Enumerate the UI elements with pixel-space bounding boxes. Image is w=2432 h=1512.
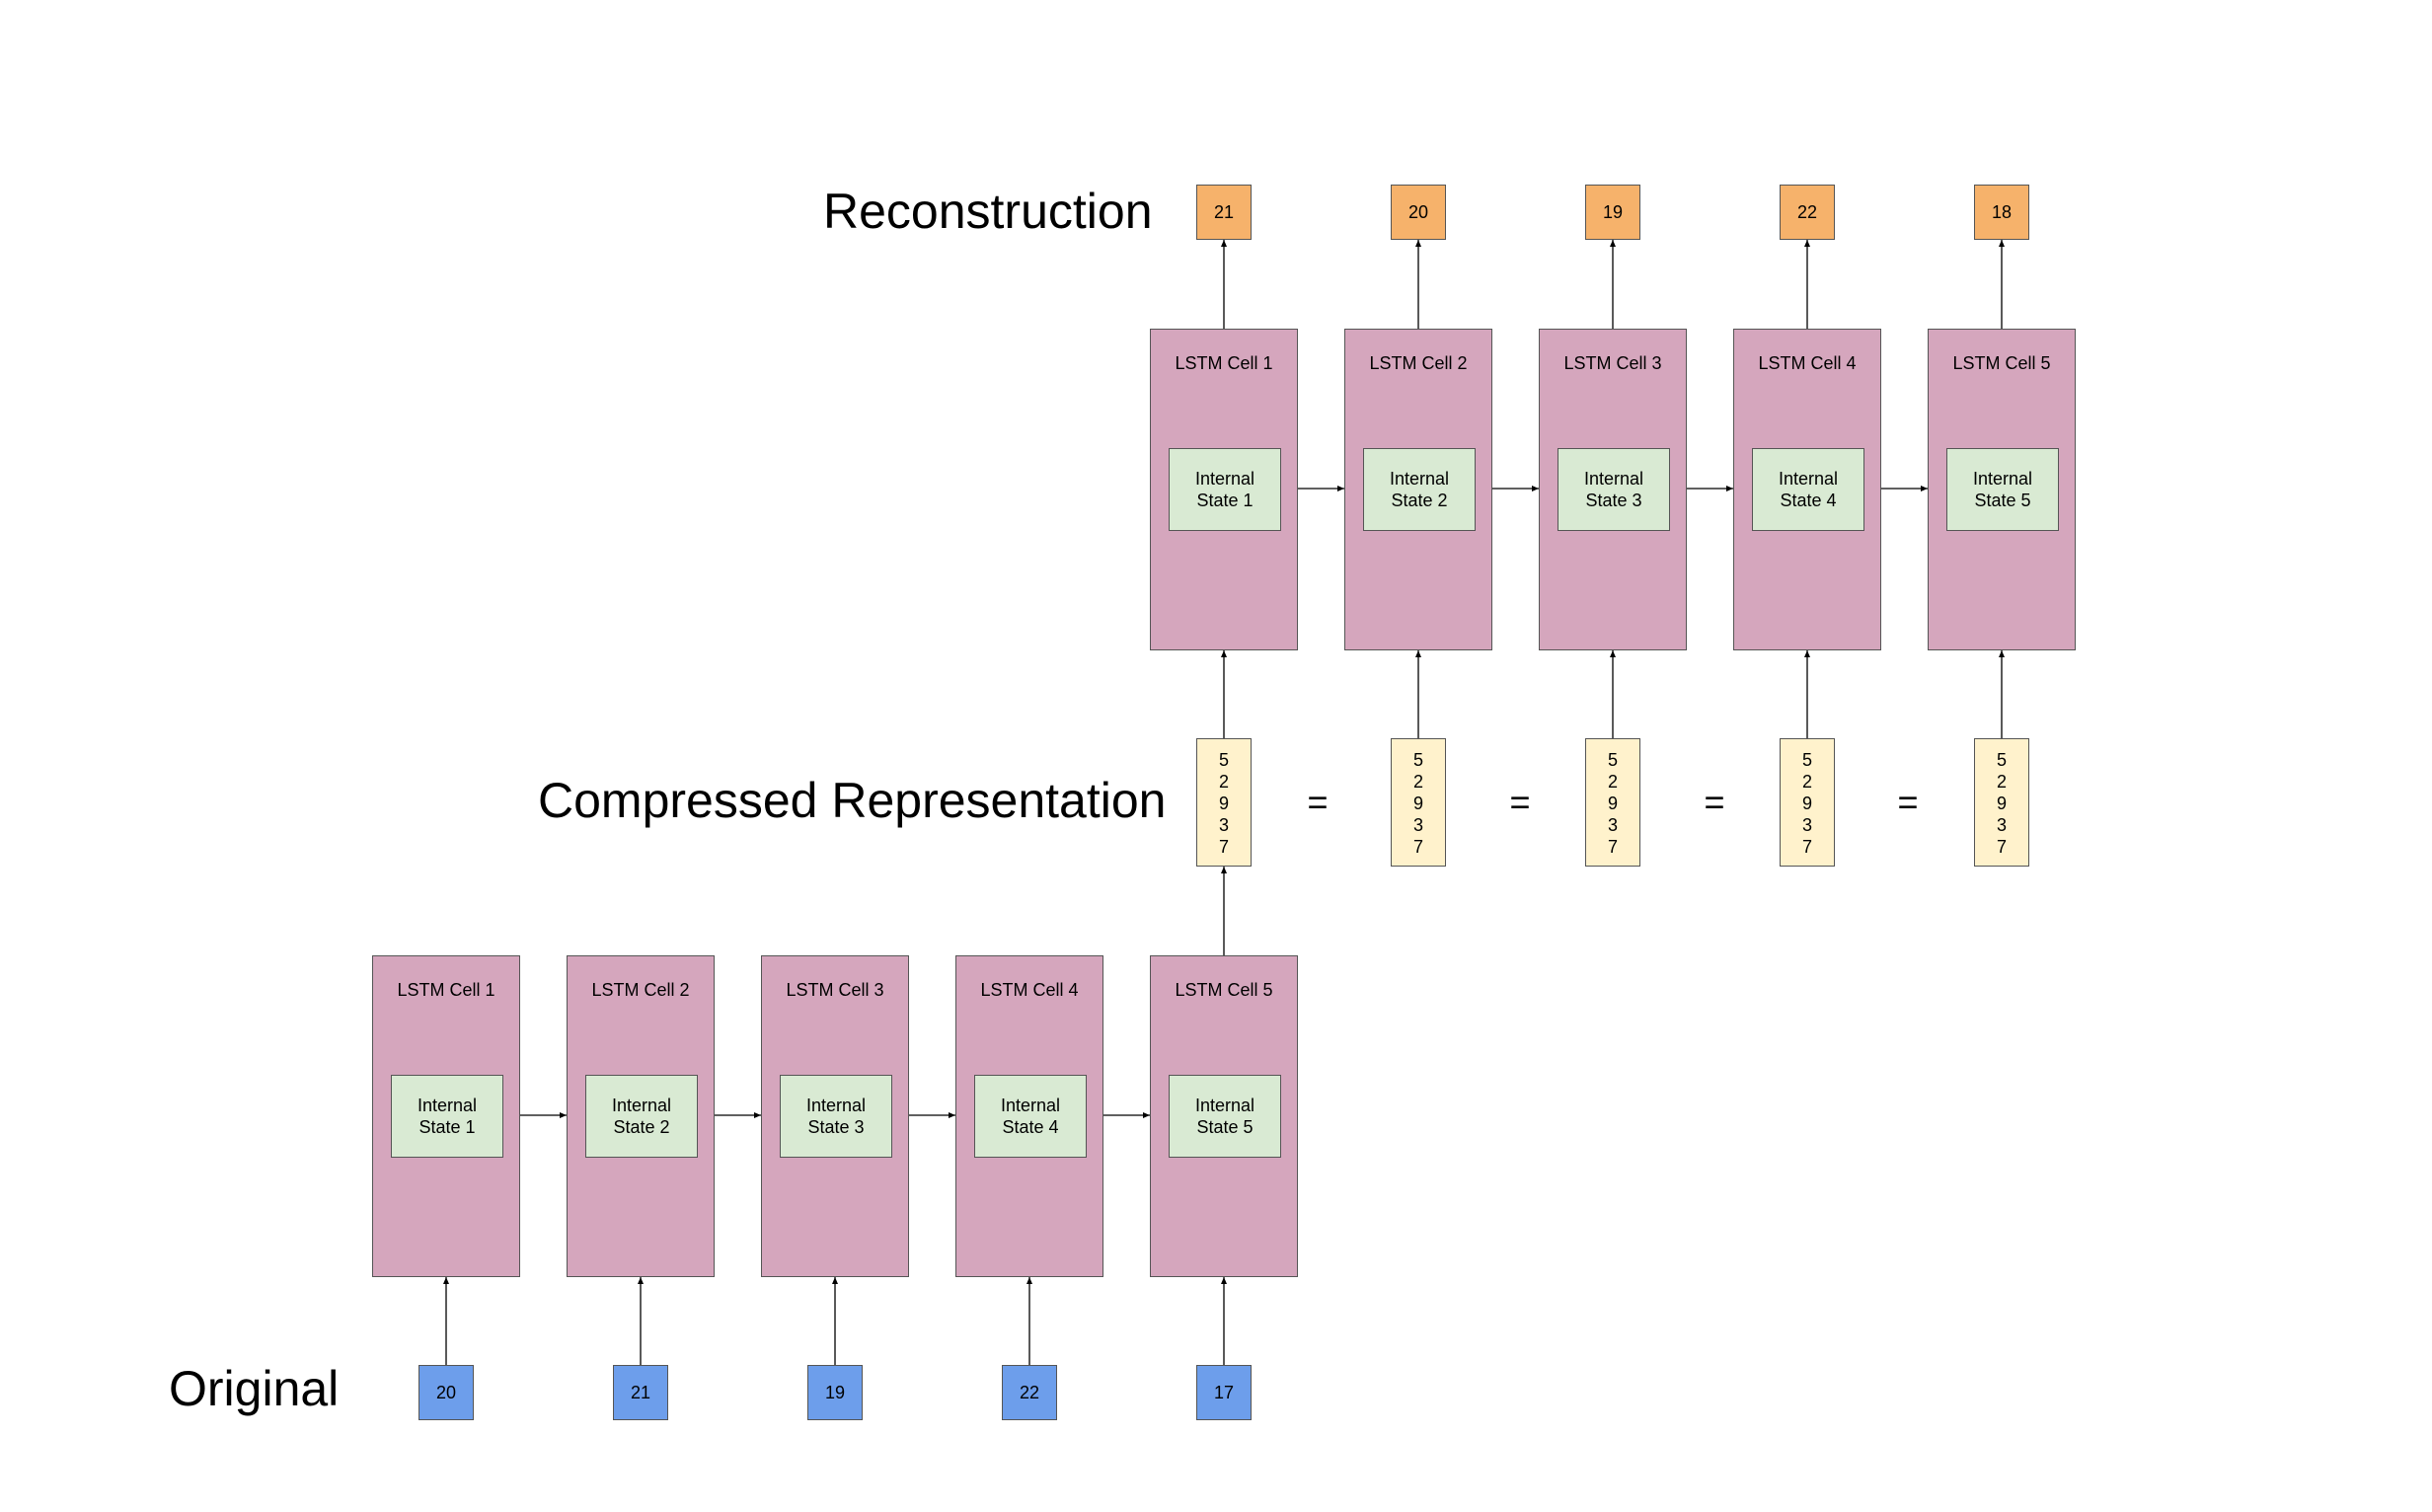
decoder-lstm-cell-3: LSTM Cell 3 Internal State 3 [1539,329,1687,650]
vector-digit: 3 [1996,815,2007,835]
vector-digit: 9 [1996,794,2007,813]
reconstruction-value-4: 22 [1780,185,1835,240]
reconstruction-value-1: 21 [1196,185,1252,240]
vector-digit: 2 [1996,772,2007,792]
vector-digit: 5 [1996,750,2007,770]
encoder-lstm-cell-3: LSTM Cell 3 Internal State 3 [761,955,909,1277]
encoder-internal-state-4: Internal State 4 [974,1075,1087,1158]
lstm-cell-title: LSTM Cell 4 [1758,353,1857,373]
equals-sign-2: = [1509,782,1531,822]
vector-digit: 3 [1412,815,1423,835]
encoder-lstm-cell-5: LSTM Cell 5 Internal State 5 [1150,955,1298,1277]
vector-digit: 2 [1801,772,1812,792]
decoder-internal-state-2: Internal State 2 [1363,448,1476,531]
vector-digit: 2 [1218,772,1229,792]
vector-digit: 7 [1412,837,1423,857]
original-value-5: 17 [1196,1365,1252,1420]
original-value-3: 19 [807,1365,863,1420]
decoder-internal-state-4: Internal State 4 [1752,448,1864,531]
vector-digit: 9 [1607,794,1618,813]
lstm-cell-title: LSTM Cell 1 [1175,353,1273,373]
vector-digit: 5 [1218,750,1229,770]
vector-digit: 5 [1412,750,1423,770]
vector-digit: 2 [1412,772,1423,792]
lstm-cell-title: LSTM Cell 1 [397,980,495,1000]
original-value-1: 20 [418,1365,474,1420]
encoder-internal-state-3: Internal State 3 [780,1075,892,1158]
reconstruction-value-5: 18 [1974,185,2029,240]
original-value-4: 22 [1002,1365,1057,1420]
equals-sign-3: = [1704,782,1725,822]
encoder-internal-state-5: Internal State 5 [1169,1075,1281,1158]
lstm-cell-title: LSTM Cell 5 [1952,353,2051,373]
decoder-internal-state-3: Internal State 3 [1558,448,1670,531]
decoder-internal-state-1: Internal State 1 [1169,448,1281,531]
vector-digit: 7 [1801,837,1812,857]
equals-sign-4: = [1897,782,1919,822]
reconstruction-value-3: 19 [1585,185,1640,240]
lstm-cell-title: LSTM Cell 3 [1563,353,1662,373]
lstm-cell-title: LSTM Cell 4 [980,980,1079,1000]
encoder-internal-state-1: Internal State 1 [391,1075,503,1158]
decoder-lstm-cell-1: LSTM Cell 1 Internal State 1 [1150,329,1298,650]
vector-digit: 7 [1996,837,2007,857]
section-label-original: Original [169,1361,340,1416]
vector-digit: 7 [1218,837,1229,857]
lstm-cell-title: LSTM Cell 5 [1175,980,1273,1000]
vector-digit: 5 [1801,750,1812,770]
lstm-cell-title: LSTM Cell 2 [591,980,690,1000]
encoder-internal-state-2: Internal State 2 [585,1075,698,1158]
vector-digit: 9 [1801,794,1812,813]
vector-digit: 7 [1607,837,1618,857]
decoder-lstm-cell-5: LSTM Cell 5 Internal State 5 [1928,329,2076,650]
encoder-lstm-cell-2: LSTM Cell 2 Internal State 2 [567,955,715,1277]
vector-digit: 2 [1607,772,1618,792]
encoder-lstm-cell-1: LSTM Cell 1 Internal State 1 [372,955,520,1277]
reconstruction-value-2: 20 [1391,185,1446,240]
vector-digit: 5 [1607,750,1618,770]
encoder-lstm-cell-4: LSTM Cell 4 Internal State 4 [955,955,1103,1277]
vector-digit: 9 [1412,794,1423,813]
section-label-compressed: Compressed Representation [538,773,1167,828]
vector-digit: 3 [1218,815,1229,835]
vector-digit: 3 [1607,815,1618,835]
decoder-lstm-cell-2: LSTM Cell 2 Internal State 2 [1344,329,1492,650]
vector-digit: 3 [1801,815,1812,835]
decoder-lstm-cell-4: LSTM Cell 4 Internal State 4 [1733,329,1881,650]
equals-sign-1: = [1307,782,1329,822]
vector-digit: 9 [1218,794,1229,813]
section-label-reconstruction: Reconstruction [823,184,1153,239]
lstm-cell-title: LSTM Cell 3 [786,980,884,1000]
lstm-cell-title: LSTM Cell 2 [1369,353,1468,373]
original-value-2: 21 [613,1365,668,1420]
decoder-internal-state-5: Internal State 5 [1946,448,2059,531]
